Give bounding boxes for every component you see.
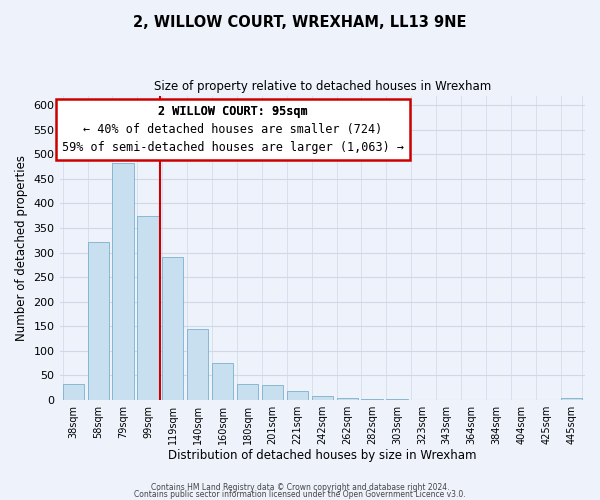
- Bar: [88, 242, 109, 400]
- Bar: [137, 216, 158, 400]
- Bar: [212, 363, 233, 400]
- Bar: [62, 384, 84, 400]
- Bar: [112, 163, 134, 400]
- Text: Contains public sector information licensed under the Open Government Licence v3: Contains public sector information licen…: [134, 490, 466, 499]
- Text: 2 WILLOW COURT: 95sqm: 2 WILLOW COURT: 95sqm: [158, 104, 308, 172]
- X-axis label: Distribution of detached houses by size in Wrexham: Distribution of detached houses by size …: [168, 450, 476, 462]
- Bar: [237, 384, 258, 400]
- Bar: [311, 396, 333, 400]
- Bar: [287, 392, 308, 400]
- Y-axis label: Number of detached properties: Number of detached properties: [15, 154, 28, 340]
- Text: 2, WILLOW COURT, WREXHAM, LL13 9NE: 2, WILLOW COURT, WREXHAM, LL13 9NE: [133, 15, 467, 30]
- Bar: [187, 329, 208, 400]
- Bar: [361, 398, 383, 400]
- Title: Size of property relative to detached houses in Wrexham: Size of property relative to detached ho…: [154, 80, 491, 93]
- Bar: [337, 398, 358, 400]
- Text: Contains HM Land Registry data © Crown copyright and database right 2024.: Contains HM Land Registry data © Crown c…: [151, 484, 449, 492]
- Text: 2 WILLOW COURT: 95sqm
← 40% of detached houses are smaller (724)
59% of semi-det: 2 WILLOW COURT: 95sqm ← 40% of detached …: [62, 104, 404, 154]
- Bar: [162, 258, 184, 400]
- Bar: [561, 398, 582, 400]
- Bar: [262, 385, 283, 400]
